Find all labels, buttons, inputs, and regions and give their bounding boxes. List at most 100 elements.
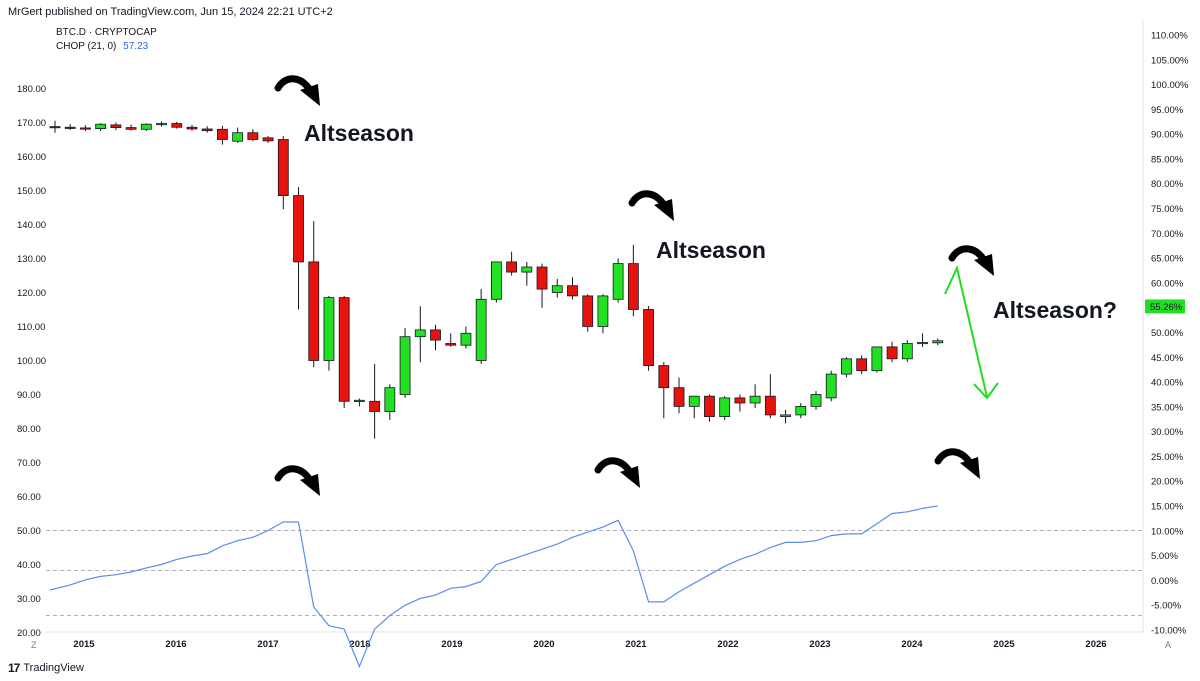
- candle: [719, 396, 731, 420]
- candle: [430, 324, 441, 351]
- candle: [338, 295, 350, 409]
- candle-body: [673, 387, 685, 407]
- candle-body: [901, 343, 913, 360]
- candle: [399, 328, 411, 398]
- candle-body: [186, 126, 198, 130]
- candle-body: [323, 297, 335, 361]
- curved-arrow-head: [974, 254, 994, 276]
- curved-arrow-icon: [274, 75, 320, 106]
- curved-arrow-head: [300, 474, 320, 496]
- left-tick-label: 30.00: [17, 594, 41, 605]
- x-tick-label: 2017: [257, 639, 278, 650]
- annotations-layer: Altseason Altseason Altseason?: [274, 75, 1117, 496]
- candle-body: [780, 414, 791, 417]
- candle: [353, 398, 365, 407]
- left-tick-label: 60.00: [17, 492, 41, 503]
- left-tick-label: 150.00: [17, 186, 46, 197]
- candle: [308, 221, 320, 368]
- candles-layer: [49, 120, 944, 439]
- green-arrow-head: [973, 382, 999, 400]
- candle-body: [734, 397, 746, 404]
- candle: [384, 384, 396, 420]
- candle: [506, 251, 518, 276]
- candle-body: [156, 123, 167, 126]
- indicator-legend[interactable]: CHOP (21, 0) 57.23: [56, 41, 148, 52]
- candle-body: [217, 128, 228, 140]
- candle-body: [140, 123, 152, 130]
- candle-body: [917, 342, 928, 345]
- x-tick-label: 2023: [809, 639, 830, 650]
- right-tick-label: 30.00%: [1151, 427, 1184, 438]
- candle-body: [749, 395, 761, 404]
- corner-right-label[interactable]: A: [1165, 640, 1172, 650]
- candle-body: [597, 295, 609, 327]
- candle: [917, 333, 928, 347]
- candle-body: [445, 343, 457, 346]
- left-tick-label: 140.00: [17, 220, 46, 231]
- corner-left-label[interactable]: Z: [31, 640, 37, 650]
- right-tick-label: 40.00%: [1151, 378, 1184, 389]
- axes-layer: 20.00 30.00 40.00 50.00 60.00 70.00 80.00 90.00…: [17, 20, 1189, 650]
- candle-body: [582, 295, 594, 327]
- right-tick-label: 105.00%: [1151, 55, 1189, 66]
- symbol-label[interactable]: BTC.D · CRYPTOCAP: [56, 27, 157, 38]
- right-tick-label: 20.00%: [1151, 477, 1184, 488]
- candle: [247, 129, 259, 142]
- candle: [567, 277, 578, 300]
- candle: [293, 187, 304, 310]
- curved-arrow-icon: [274, 465, 320, 496]
- chop-layer: [49, 505, 938, 669]
- curved-arrow-head: [300, 84, 320, 106]
- annotation-label: Altseason: [656, 237, 766, 263]
- curved-arrow-icon: [628, 190, 674, 221]
- candle-body: [64, 126, 76, 129]
- left-tick-label: 160.00: [17, 152, 46, 163]
- candle: [688, 395, 700, 419]
- right-tick-label: 75.00%: [1151, 204, 1184, 215]
- annotation-label: Altseason?: [993, 297, 1117, 323]
- chop-line: [49, 505, 938, 669]
- candle: [217, 125, 228, 145]
- candle: [764, 374, 776, 419]
- curved-arrow-head: [620, 466, 640, 488]
- candle: [673, 377, 685, 414]
- candle: [95, 123, 107, 131]
- footer-brand[interactable]: 17 TradingView: [8, 661, 84, 675]
- candle: [460, 326, 472, 349]
- x-tick-label: 2015: [73, 639, 95, 650]
- candle-body: [567, 285, 578, 297]
- candle: [277, 136, 289, 210]
- left-tick-label: 50.00: [17, 526, 41, 537]
- candle: [627, 244, 639, 317]
- indicator-value: 57.23: [123, 41, 149, 52]
- candle-body: [551, 285, 563, 293]
- right-tick-label: 5.00%: [1151, 551, 1178, 562]
- x-tick-label: 2022: [717, 639, 738, 650]
- footer-brand-text: TradingView: [23, 662, 84, 674]
- right-tick-label: 50.00%: [1151, 328, 1184, 339]
- candle-body: [658, 365, 670, 389]
- candle-body: [95, 123, 107, 130]
- candle-body: [293, 195, 304, 263]
- right-tick-label: 85.00%: [1151, 154, 1184, 165]
- candle: [521, 261, 533, 286]
- candle-body: [110, 124, 122, 128]
- candle: [323, 295, 335, 371]
- candle-body: [612, 263, 624, 300]
- right-tick-label: 80.00%: [1151, 179, 1184, 190]
- candle-body: [841, 358, 852, 375]
- candle: [186, 124, 198, 131]
- candle: [232, 127, 244, 143]
- candle-body: [825, 373, 837, 399]
- candle-body: [277, 139, 289, 196]
- candle-body: [399, 336, 411, 395]
- candle-body: [338, 297, 350, 402]
- candle-body: [125, 127, 137, 130]
- candle: [704, 394, 715, 422]
- candle-body: [871, 346, 883, 372]
- curved-arrow-icon: [948, 245, 994, 276]
- indicator-label: CHOP (21, 0): [56, 41, 117, 52]
- left-tick-label: 40.00: [17, 560, 41, 571]
